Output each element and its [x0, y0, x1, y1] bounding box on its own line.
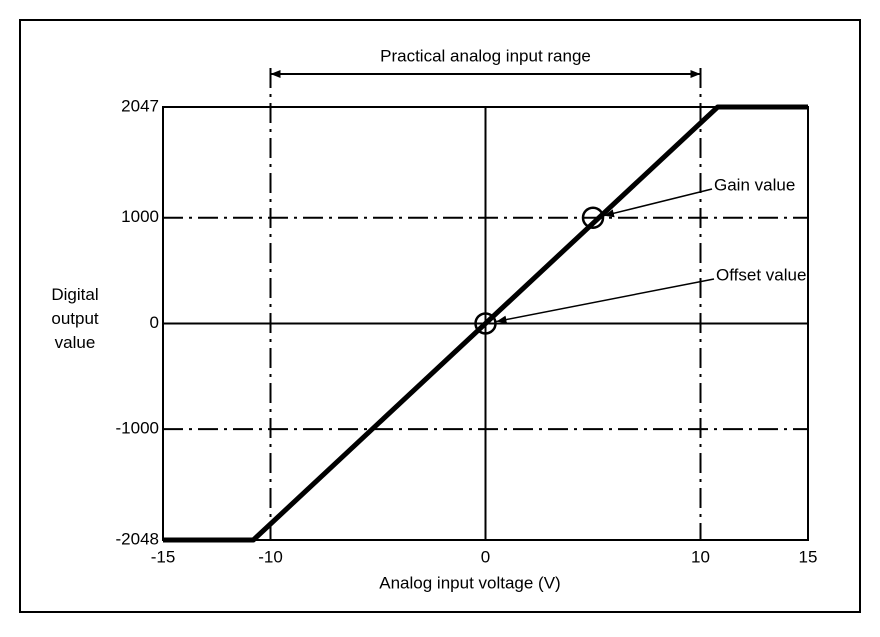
- x-tick-label: -10: [258, 547, 283, 566]
- x-tick-label: 0: [481, 547, 490, 566]
- y-tick-label: -1000: [116, 419, 159, 438]
- x-tick-label: 15: [799, 547, 818, 566]
- annotation-arrow: [496, 278, 715, 324]
- x-axis-label: Analog input voltage (V): [379, 573, 560, 592]
- annotation-arrow: [603, 188, 713, 218]
- frame: [19, 19, 861, 613]
- x-tick-label: -15: [151, 547, 176, 566]
- data-line: [163, 104, 808, 543]
- annotation-label: Gain value: [714, 175, 795, 194]
- annotation-label: Offset value: [716, 265, 806, 284]
- y-tick-label: 2047: [121, 96, 159, 115]
- annotation-marker: [581, 206, 605, 229]
- y-tick-label: 0: [150, 313, 159, 332]
- x-tick-label: 10: [691, 547, 710, 566]
- annotation-marker: [474, 312, 497, 335]
- range-label: Practical analog input range: [380, 46, 591, 65]
- y-tick-label: 1000: [121, 207, 159, 226]
- y-axis-label: Digital output value: [51, 285, 99, 352]
- y-tick-label: -2048: [116, 529, 159, 548]
